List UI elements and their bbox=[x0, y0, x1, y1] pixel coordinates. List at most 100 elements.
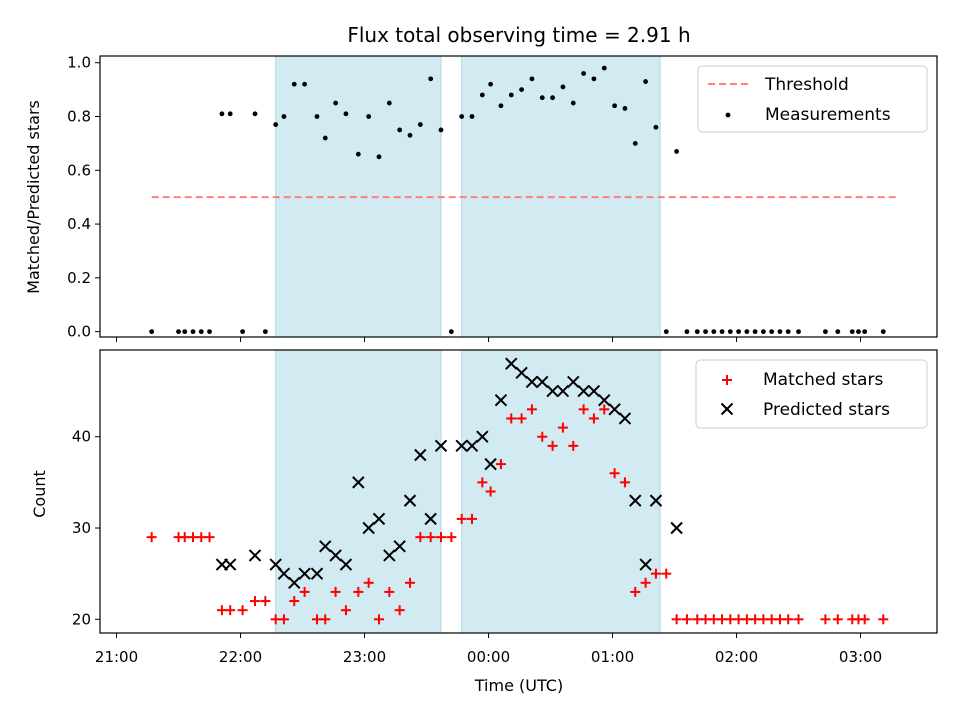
predicted-point-37 bbox=[629, 494, 642, 507]
matched-point-66 bbox=[832, 614, 843, 625]
measurement-point-52 bbox=[694, 329, 700, 335]
predicted-mark-b bbox=[248, 549, 262, 562]
matched-point-9 bbox=[250, 596, 260, 607]
measurement-point-59 bbox=[752, 329, 758, 335]
measurement-point-33 bbox=[498, 103, 504, 109]
measurement-point-65 bbox=[823, 329, 828, 335]
matched-point-8 bbox=[237, 605, 248, 616]
measurement-point-25 bbox=[417, 122, 423, 127]
top-panel: 0.0 0.2 0.4 0.6 0.8 1.0 Matched/Predicted sta… bbox=[24, 54, 938, 342]
matched-point-33 bbox=[495, 459, 506, 470]
measurement-point-64 bbox=[796, 329, 801, 335]
measurement-point-41 bbox=[581, 71, 586, 76]
measurement-point-5 bbox=[207, 329, 212, 335]
measurement-point-62 bbox=[777, 329, 783, 335]
predicted-point-5 bbox=[288, 576, 301, 589]
matched-point-44 bbox=[609, 468, 620, 479]
measurement-point-11 bbox=[273, 122, 279, 127]
measurement-point-56 bbox=[727, 329, 733, 335]
predicted-point-23 bbox=[484, 457, 497, 471]
top-ytick-label-4: 0.8 bbox=[67, 108, 91, 126]
chart-title: Flux total observing time = 2.91 h bbox=[347, 23, 690, 47]
measurement-point-10 bbox=[262, 329, 268, 335]
matched-point-38 bbox=[547, 440, 558, 451]
matched-point-27 bbox=[436, 532, 446, 543]
predicted-mark-b bbox=[639, 558, 652, 571]
measurement-point-3 bbox=[190, 329, 196, 335]
measurements-legend-label: Measurements bbox=[765, 105, 891, 125]
observing-band-1 bbox=[275, 349, 442, 634]
top-ytick-label-2: 0.4 bbox=[67, 215, 91, 233]
measurements-legend-swatch bbox=[725, 112, 731, 118]
predicted-mark-b bbox=[424, 512, 437, 526]
predicted-mark-b bbox=[587, 384, 601, 398]
measurement-point-21 bbox=[376, 154, 382, 160]
top-ytick-label-3: 0.6 bbox=[67, 161, 91, 179]
measurement-point-50 bbox=[674, 149, 679, 154]
bottom-ytick-label-2: 40 bbox=[72, 428, 91, 446]
measurement-point-49 bbox=[663, 329, 669, 335]
predicted-point-8 bbox=[319, 540, 332, 553]
measurement-point-19 bbox=[355, 151, 361, 157]
matched-point-7 bbox=[225, 605, 236, 616]
predicted-point-14 bbox=[383, 549, 396, 562]
matched-point-49 bbox=[661, 568, 672, 579]
matched-point-29 bbox=[456, 513, 467, 524]
predicted-point-17 bbox=[414, 448, 427, 462]
predicted-mark-b bbox=[525, 375, 539, 389]
measurement-point-1 bbox=[176, 329, 181, 335]
predicted-mark-b bbox=[629, 494, 642, 507]
top-ytick-label-0: 0.0 bbox=[67, 323, 91, 341]
predicted-mark-b bbox=[505, 357, 518, 370]
predicted-point-13 bbox=[372, 512, 386, 526]
predicted-point-29 bbox=[546, 384, 559, 398]
matched-point-28 bbox=[446, 532, 457, 543]
matched-point-30 bbox=[467, 513, 477, 524]
predicted-point-34 bbox=[598, 394, 611, 407]
matched-point-24 bbox=[405, 577, 415, 588]
bottom-ytick-label-1: 30 bbox=[72, 519, 91, 537]
measurement-point-39 bbox=[560, 84, 566, 90]
bottom-axes-frame bbox=[99, 349, 938, 634]
predicted-legend-label: Predicted stars bbox=[763, 400, 890, 420]
matched-point-45 bbox=[619, 477, 630, 488]
predicted-mark-b bbox=[536, 375, 549, 389]
matched-point-40 bbox=[568, 440, 579, 451]
predicted-mark-b bbox=[310, 567, 324, 580]
measurement-point-35 bbox=[519, 87, 524, 93]
measurement-point-63 bbox=[785, 329, 791, 335]
measurement-point-69 bbox=[862, 329, 868, 335]
top-legend-box bbox=[697, 65, 928, 133]
predicted-point-9 bbox=[329, 549, 342, 562]
x-tick-label-0: 21:00 bbox=[95, 648, 138, 666]
matched-point-0 bbox=[146, 532, 157, 543]
predicted-mark-b bbox=[515, 366, 528, 380]
predicted-point-36 bbox=[618, 412, 632, 425]
predicted-mark-b bbox=[393, 540, 406, 553]
predicted-mark-b bbox=[484, 457, 497, 471]
measurement-point-18 bbox=[343, 111, 349, 117]
measurement-point-24 bbox=[407, 132, 413, 138]
measurement-point-26 bbox=[428, 76, 434, 82]
observing-band-1 bbox=[275, 55, 442, 338]
matched-point-36 bbox=[526, 404, 537, 415]
matched-point-12 bbox=[278, 614, 289, 625]
x-tick-label-1: 22:00 bbox=[219, 648, 262, 666]
measurement-point-30 bbox=[469, 114, 475, 119]
top-ytick-label-1: 0.2 bbox=[67, 269, 91, 287]
top-observing-bands bbox=[275, 55, 661, 338]
predicted-mark-b bbox=[319, 540, 332, 553]
matched-point-48 bbox=[650, 568, 661, 579]
matched-point-32 bbox=[485, 486, 496, 497]
matched-point-31 bbox=[477, 477, 488, 488]
measurement-point-54 bbox=[711, 329, 717, 335]
predicted-mark-b bbox=[277, 567, 291, 580]
top-y-axis-label: Matched/Predicted stars bbox=[24, 100, 43, 294]
predicted-mark-b bbox=[383, 549, 396, 562]
measurement-point-66 bbox=[835, 329, 841, 335]
predicted-mark-b bbox=[618, 412, 632, 425]
predicted-mark-b bbox=[598, 394, 611, 407]
predicted-point-32 bbox=[577, 384, 590, 398]
matched-point-63 bbox=[783, 614, 794, 625]
